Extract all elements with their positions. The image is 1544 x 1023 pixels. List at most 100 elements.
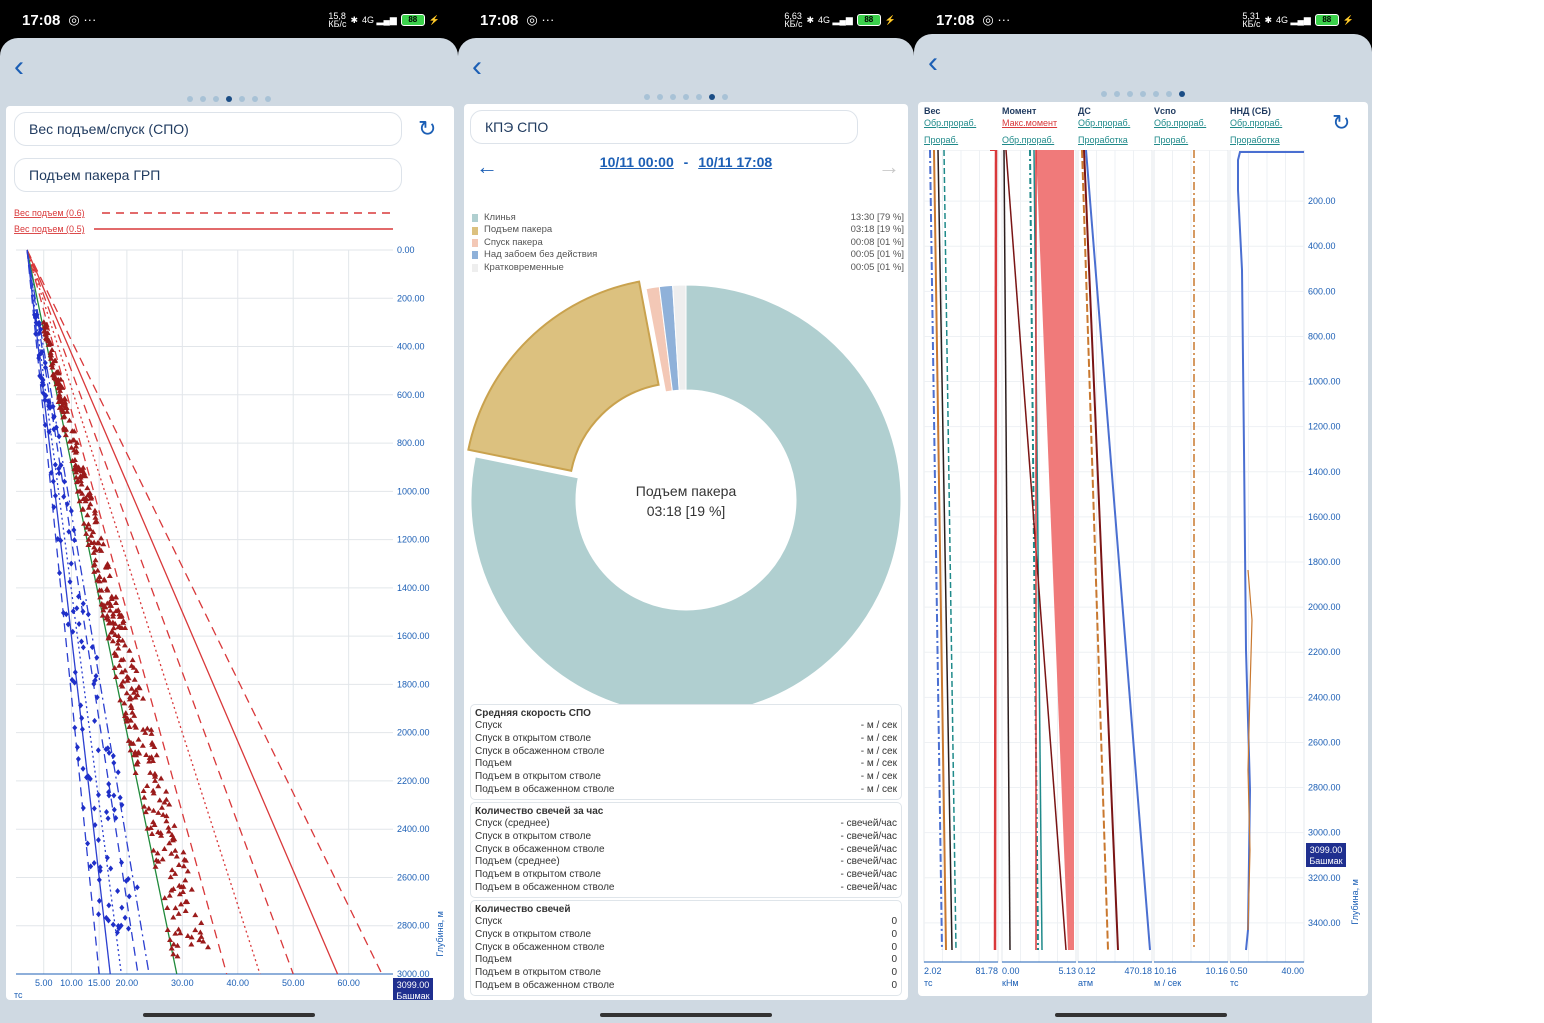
chart-title-select[interactable]: Вес подъем/спуск (СПО)	[14, 112, 402, 146]
track-series-label[interactable]: Обр.прораб.	[1002, 135, 1055, 145]
red-marker	[97, 594, 104, 600]
stats-label: Подъем	[475, 758, 512, 770]
next-period-arrow-icon[interactable]: →	[878, 154, 900, 179]
red-marker	[149, 739, 156, 745]
y-tick-label: 200.00	[397, 293, 425, 303]
page-dot[interactable]	[265, 96, 271, 102]
legend-row[interactable]: Клинья 13:30 [79 %]	[472, 212, 904, 224]
track-series-label[interactable]: Проработка	[1230, 135, 1280, 145]
red-marker	[87, 526, 94, 532]
red-marker	[53, 369, 60, 375]
battery-icon: 88	[1314, 14, 1339, 26]
refresh-icon[interactable]: ↻	[1332, 110, 1351, 135]
page-dot[interactable]	[683, 94, 689, 100]
blue-marker	[119, 904, 125, 911]
red-marker	[76, 498, 83, 504]
red-marker	[142, 809, 149, 815]
page-dot[interactable]	[239, 96, 245, 102]
track-max-label: 40.00	[1281, 966, 1304, 976]
red-marker	[78, 481, 85, 487]
red-marker	[118, 613, 125, 619]
depth-marker-value: 3099.00	[1310, 845, 1343, 855]
prev-period-arrow-icon[interactable]: ←	[476, 154, 498, 179]
red-marker	[83, 524, 90, 530]
track-series-label[interactable]: Обр.прораб.	[1078, 118, 1131, 128]
page-dot[interactable]	[1166, 91, 1172, 97]
red-marker	[109, 638, 116, 644]
blue-marker	[113, 814, 119, 821]
legend-row[interactable]: Кратковременные 00:05 [01 %]	[472, 262, 904, 274]
blue-marker	[51, 504, 57, 511]
page-dot[interactable]	[1127, 91, 1133, 97]
red-marker	[66, 417, 73, 423]
y-tick-label: 3200.00	[1308, 873, 1341, 883]
page-dot[interactable]	[696, 94, 702, 100]
red-marker	[168, 832, 175, 838]
red-marker	[73, 439, 80, 445]
track-series-label[interactable]: Обр.прораб.	[1154, 118, 1207, 128]
stats-label: Спуск в открытом стволе	[475, 830, 592, 842]
page-dot[interactable]	[722, 94, 728, 100]
track-title: ДС	[1078, 106, 1091, 116]
blue-marker	[91, 805, 97, 812]
page-dot[interactable]	[1140, 91, 1146, 97]
page-dot[interactable]	[213, 96, 219, 102]
page-dot[interactable]	[200, 96, 206, 102]
legend-row[interactable]: Спуск пакера 00:08 [01 %]	[472, 237, 904, 249]
blue-marker	[93, 672, 99, 679]
red-marker	[163, 818, 170, 824]
stats-label: Спуск в открытом стволе	[475, 732, 592, 744]
blue-marker	[111, 806, 117, 813]
x-tick-label: 50.00	[282, 978, 305, 988]
refresh-icon[interactable]: ↻	[418, 116, 437, 141]
y-tick-label: 0.00	[397, 245, 415, 255]
phone-weight-chart: 17:08 ◎ ··· 15,8 КБ/с ✱ 4G ▂▄▆ 88 ⚡ ‹ Ве…	[0, 0, 458, 1023]
charging-icon: ⚡	[428, 14, 440, 25]
page-dot[interactable]	[1179, 91, 1185, 97]
track-series-label[interactable]: Проработка	[1078, 135, 1128, 145]
legend-row[interactable]: Подъем пакера 03:18 [19 %]	[472, 224, 904, 236]
red-marker	[52, 357, 59, 363]
section-title: Количество свечей	[475, 904, 571, 915]
red-marker	[60, 414, 67, 420]
red-marker	[145, 805, 152, 811]
track-series-label[interactable]: Обр.прораб.	[924, 118, 977, 128]
y-tick-label: 200.00	[1308, 196, 1336, 206]
back-chevron-icon[interactable]: ‹	[928, 46, 938, 79]
track-series-label[interactable]: Прораб.	[924, 135, 959, 145]
page-dot[interactable]	[1101, 91, 1107, 97]
y-tick-label: 2000.00	[1308, 602, 1341, 612]
page-dot[interactable]	[709, 94, 715, 100]
blue-marker	[38, 326, 44, 333]
chart-title-select[interactable]: КПЭ СПО	[470, 110, 858, 144]
x-tick-label: 15.00	[88, 978, 111, 988]
page-dot[interactable]	[187, 96, 193, 102]
track-unit-label: тс	[1230, 978, 1239, 988]
stats-value: - свечей/час	[840, 881, 897, 893]
track-series-label[interactable]: Обр.прораб.	[1230, 118, 1283, 128]
back-chevron-icon[interactable]: ‹	[472, 50, 482, 83]
track-series-label[interactable]: Макс.момент	[1002, 118, 1058, 128]
legend-row[interactable]: Над забоем без действия 00:05 [01 %]	[472, 249, 904, 261]
period-from-link[interactable]: 10/11 00:00	[599, 154, 674, 170]
page-dot[interactable]	[226, 96, 232, 102]
page-dot[interactable]	[657, 94, 663, 100]
page-dot[interactable]	[644, 94, 650, 100]
page-dot[interactable]	[1114, 91, 1120, 97]
blue-marker	[70, 608, 76, 615]
page-dot[interactable]	[670, 94, 676, 100]
page-dot[interactable]	[252, 96, 258, 102]
back-chevron-icon[interactable]: ‹	[14, 50, 24, 83]
blue-marker	[74, 605, 80, 612]
red-marker	[107, 620, 114, 626]
period-to-link[interactable]: 10/11 17:08	[698, 154, 773, 170]
red-marker	[161, 895, 168, 901]
page-dot[interactable]	[1153, 91, 1159, 97]
red-marker	[143, 751, 150, 757]
stats-value: 0	[891, 979, 897, 991]
red-marker	[92, 514, 99, 520]
track-series-label[interactable]: Прораб.	[1154, 135, 1189, 145]
legend-label: Над забоем без действия	[484, 249, 598, 261]
operation-select[interactable]: Подъем пакера ГРП	[14, 158, 402, 192]
red-marker	[112, 652, 119, 658]
